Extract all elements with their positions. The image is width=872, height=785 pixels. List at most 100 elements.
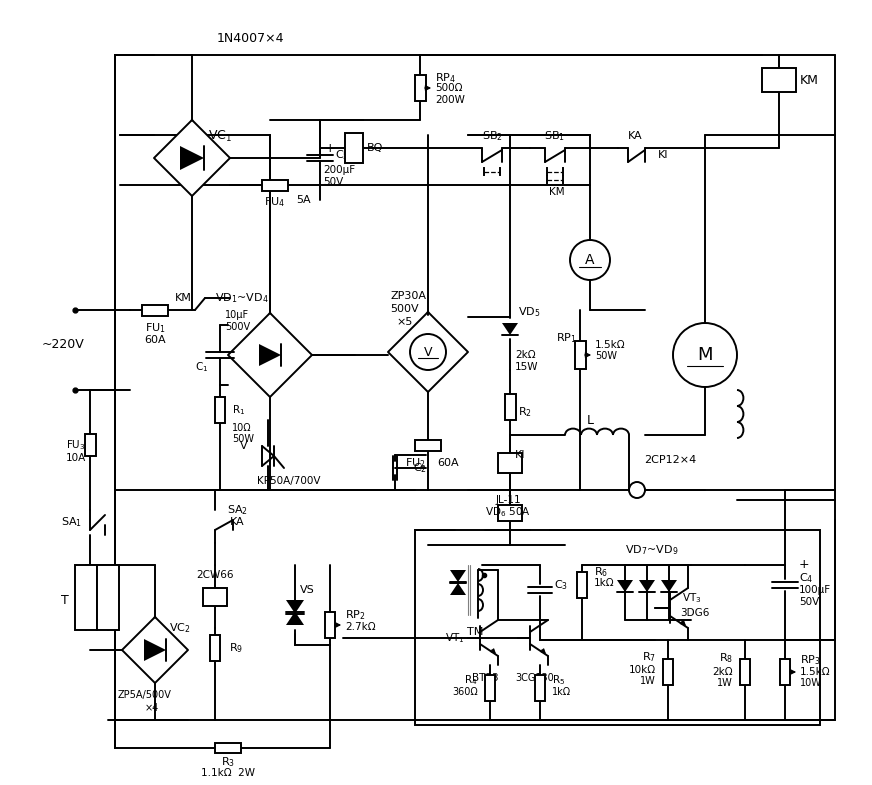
- Bar: [345, 133, 363, 163]
- Bar: [485, 675, 495, 701]
- Text: SB$_2$: SB$_2$: [481, 129, 502, 143]
- Text: 1W: 1W: [718, 678, 733, 688]
- Text: L: L: [587, 414, 594, 426]
- Text: 60A: 60A: [437, 458, 459, 468]
- Circle shape: [570, 240, 610, 280]
- Circle shape: [629, 482, 645, 498]
- Polygon shape: [122, 617, 188, 683]
- Text: KM: KM: [800, 74, 819, 86]
- Text: T: T: [61, 593, 69, 607]
- Text: V: V: [424, 345, 433, 359]
- Polygon shape: [286, 600, 304, 614]
- Text: FU$_2$: FU$_2$: [405, 456, 426, 470]
- Polygon shape: [450, 583, 466, 595]
- Text: ~220V: ~220V: [42, 338, 85, 352]
- Text: 1kΩ: 1kΩ: [594, 578, 615, 588]
- Text: C$_4$: C$_4$: [799, 571, 814, 585]
- Text: R$_2$: R$_2$: [518, 405, 532, 419]
- Text: VT$_1$: VT$_1$: [446, 631, 465, 645]
- Text: JL-11: JL-11: [495, 495, 521, 505]
- Text: C$_5$: C$_5$: [335, 148, 349, 162]
- Polygon shape: [286, 612, 304, 625]
- Text: 60A: 60A: [144, 335, 166, 345]
- Text: A: A: [585, 253, 595, 267]
- Text: BQ: BQ: [367, 143, 384, 153]
- Text: C$_1$: C$_1$: [195, 360, 208, 374]
- Text: RP$_2$: RP$_2$: [345, 608, 365, 622]
- Text: RP$_1$: RP$_1$: [556, 331, 577, 345]
- Text: KI: KI: [658, 150, 669, 160]
- Bar: [203, 588, 227, 606]
- Text: M: M: [698, 346, 712, 364]
- Polygon shape: [144, 639, 166, 661]
- Polygon shape: [502, 323, 518, 335]
- Text: 10Ω: 10Ω: [232, 423, 252, 433]
- Bar: [75, 565, 97, 630]
- Text: VD$_5$: VD$_5$: [518, 305, 541, 319]
- Bar: [780, 659, 790, 685]
- Text: V: V: [240, 441, 248, 451]
- Bar: [210, 635, 220, 661]
- Text: VD$_6$ 50A: VD$_6$ 50A: [485, 505, 531, 519]
- Text: +: +: [799, 558, 809, 571]
- Bar: [262, 180, 288, 191]
- Text: 2kΩ: 2kΩ: [712, 667, 733, 677]
- Bar: [325, 612, 335, 638]
- Text: VD$_7$~VD$_9$: VD$_7$~VD$_9$: [625, 543, 678, 557]
- Polygon shape: [617, 580, 633, 592]
- Bar: [215, 397, 225, 423]
- Text: R$_8$: R$_8$: [719, 651, 733, 665]
- Bar: [215, 743, 241, 753]
- Text: 2.7kΩ: 2.7kΩ: [345, 622, 376, 632]
- Text: 1.5kΩ: 1.5kΩ: [800, 667, 831, 677]
- Bar: [505, 394, 516, 420]
- Text: 10W: 10W: [800, 678, 822, 688]
- Text: R$_9$: R$_9$: [229, 641, 243, 655]
- Bar: [498, 505, 522, 521]
- Text: VC$_2$: VC$_2$: [169, 621, 191, 635]
- Text: RP$_4$: RP$_4$: [435, 71, 456, 85]
- Text: R$_1$: R$_1$: [232, 403, 245, 417]
- Text: R$_4$: R$_4$: [465, 673, 478, 687]
- Text: BT33: BT33: [472, 673, 498, 683]
- Text: 10kΩ: 10kΩ: [629, 665, 656, 675]
- Text: 50V: 50V: [799, 597, 820, 607]
- Text: 15W: 15W: [515, 362, 539, 372]
- Bar: [663, 659, 673, 685]
- Bar: [85, 434, 96, 456]
- Text: 50W: 50W: [232, 434, 254, 444]
- Text: 2kΩ: 2kΩ: [515, 350, 535, 360]
- Text: FU$_4$: FU$_4$: [264, 195, 286, 209]
- Text: KP50A/700V: KP50A/700V: [257, 476, 321, 486]
- Text: C$_2$: C$_2$: [413, 461, 427, 475]
- Text: C$_3$: C$_3$: [554, 578, 569, 592]
- Bar: [142, 305, 168, 316]
- Text: 5A: 5A: [296, 195, 310, 205]
- Text: KI: KI: [515, 450, 526, 460]
- Text: 500V: 500V: [225, 322, 250, 332]
- Text: 500Ω: 500Ω: [435, 83, 462, 93]
- Text: R$_3$: R$_3$: [221, 755, 235, 769]
- Text: 200μF: 200μF: [323, 165, 355, 175]
- Text: R$_6$: R$_6$: [594, 565, 608, 579]
- Text: KA: KA: [628, 131, 643, 141]
- Bar: [575, 341, 586, 369]
- Text: ZP30A: ZP30A: [390, 291, 426, 301]
- Text: 1kΩ: 1kΩ: [552, 687, 571, 697]
- Text: VS: VS: [300, 585, 315, 595]
- Bar: [535, 675, 545, 701]
- Polygon shape: [228, 313, 312, 397]
- Text: ×5: ×5: [396, 317, 412, 327]
- Text: ×4: ×4: [145, 703, 159, 713]
- Text: KA: KA: [229, 517, 244, 527]
- Text: FU$_3$: FU$_3$: [66, 438, 85, 452]
- Polygon shape: [639, 580, 655, 592]
- Bar: [415, 75, 426, 101]
- Text: 1W: 1W: [640, 676, 656, 686]
- Polygon shape: [388, 312, 468, 392]
- Bar: [762, 68, 796, 92]
- Text: 2CP12×4: 2CP12×4: [644, 455, 696, 465]
- Text: 3DG6: 3DG6: [680, 608, 710, 618]
- Bar: [415, 530, 820, 725]
- Text: 50V: 50V: [323, 177, 344, 187]
